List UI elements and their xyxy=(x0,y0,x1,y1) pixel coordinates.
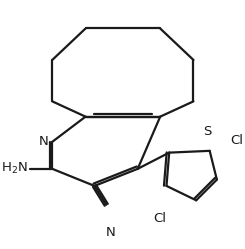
Text: Cl: Cl xyxy=(230,134,243,147)
Text: H$_2$N: H$_2$N xyxy=(1,161,28,176)
Text: N: N xyxy=(106,226,116,239)
Text: Cl: Cl xyxy=(154,212,167,225)
Text: N: N xyxy=(39,135,49,148)
Text: S: S xyxy=(203,125,211,138)
